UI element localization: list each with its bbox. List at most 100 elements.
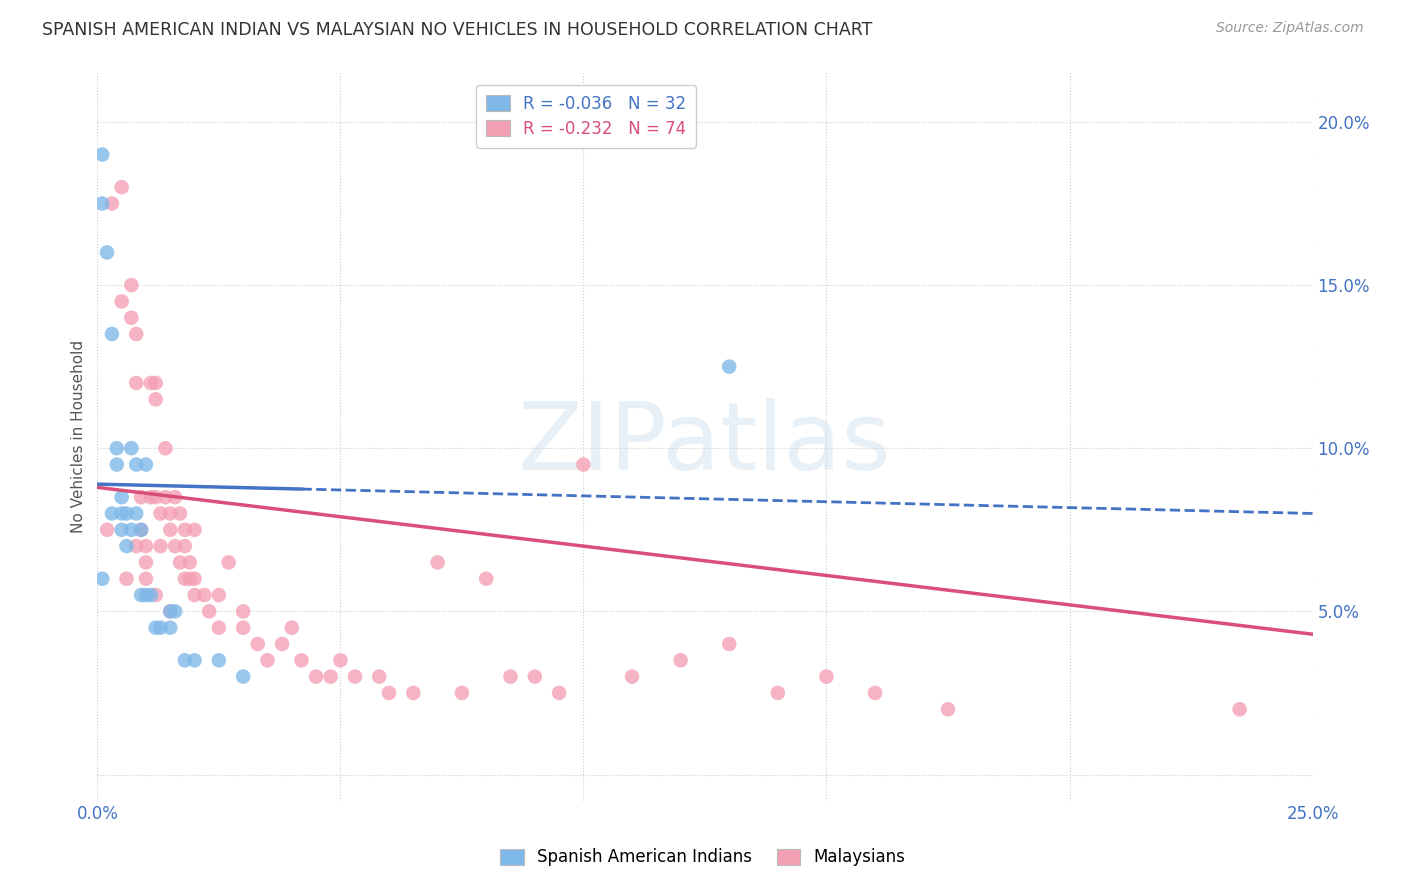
Point <box>451 686 474 700</box>
Point <box>159 621 181 635</box>
Point <box>271 637 294 651</box>
Point <box>115 507 138 521</box>
Point <box>129 588 152 602</box>
Point <box>91 196 114 211</box>
Point <box>169 507 191 521</box>
Point <box>111 523 134 537</box>
Point <box>155 490 177 504</box>
Point <box>718 359 741 374</box>
Point <box>111 294 134 309</box>
Point <box>232 621 254 635</box>
Point <box>183 523 205 537</box>
Point <box>169 556 191 570</box>
Point <box>96 245 118 260</box>
Point <box>669 653 692 667</box>
Point <box>165 539 187 553</box>
Point <box>101 196 124 211</box>
Point <box>426 556 449 570</box>
Point <box>139 376 162 390</box>
Point <box>173 539 195 553</box>
Text: Source: ZipAtlas.com: Source: ZipAtlas.com <box>1216 21 1364 35</box>
Point <box>145 621 167 635</box>
Point <box>165 490 187 504</box>
Text: ZIPatlas: ZIPatlas <box>519 398 891 490</box>
Point <box>378 686 401 700</box>
Point <box>183 572 205 586</box>
Point <box>173 572 195 586</box>
Point <box>149 507 172 521</box>
Point <box>120 278 142 293</box>
Point <box>120 310 142 325</box>
Point <box>368 670 391 684</box>
Point <box>139 490 162 504</box>
Point <box>91 147 114 161</box>
Point <box>218 556 240 570</box>
Point <box>135 588 157 602</box>
Point <box>101 326 124 341</box>
Point <box>105 441 128 455</box>
Point <box>159 604 181 618</box>
Point <box>115 539 138 553</box>
Point <box>183 588 205 602</box>
Point <box>111 507 134 521</box>
Point <box>183 653 205 667</box>
Point <box>475 572 498 586</box>
Point <box>125 507 148 521</box>
Point <box>290 653 312 667</box>
Point <box>523 670 546 684</box>
Point <box>91 572 114 586</box>
Point <box>111 180 134 194</box>
Point <box>129 523 152 537</box>
Point <box>718 637 741 651</box>
Legend: R = -0.036   N = 32, R = -0.232   N = 74: R = -0.036 N = 32, R = -0.232 N = 74 <box>477 85 696 147</box>
Point <box>159 507 181 521</box>
Point <box>499 670 522 684</box>
Point <box>193 588 215 602</box>
Point <box>125 458 148 472</box>
Point <box>281 621 304 635</box>
Point <box>572 458 595 472</box>
Point <box>208 621 231 635</box>
Point <box>621 670 644 684</box>
Point <box>246 637 269 651</box>
Point <box>135 539 157 553</box>
Point <box>179 572 201 586</box>
Point <box>135 572 157 586</box>
Point <box>815 670 838 684</box>
Point <box>936 702 959 716</box>
Point <box>1229 702 1251 716</box>
Point <box>173 523 195 537</box>
Point <box>165 604 187 618</box>
Point <box>135 556 157 570</box>
Point <box>548 686 571 700</box>
Point <box>319 670 342 684</box>
Point <box>208 653 231 667</box>
Point <box>149 539 172 553</box>
Point <box>125 326 148 341</box>
Point <box>111 490 134 504</box>
Point <box>155 441 177 455</box>
Point <box>145 588 167 602</box>
Point <box>198 604 221 618</box>
Y-axis label: No Vehicles in Household: No Vehicles in Household <box>72 340 86 533</box>
Point <box>343 670 366 684</box>
Text: SPANISH AMERICAN INDIAN VS MALAYSIAN NO VEHICLES IN HOUSEHOLD CORRELATION CHART: SPANISH AMERICAN INDIAN VS MALAYSIAN NO … <box>42 21 873 38</box>
Point <box>329 653 352 667</box>
Point <box>256 653 278 667</box>
Point <box>135 458 157 472</box>
Point <box>120 441 142 455</box>
Point <box>305 670 328 684</box>
Point <box>173 653 195 667</box>
Point <box>232 604 254 618</box>
Point <box>125 539 148 553</box>
Point <box>105 458 128 472</box>
Point <box>129 490 152 504</box>
Point <box>159 523 181 537</box>
Point <box>115 572 138 586</box>
Point <box>101 507 124 521</box>
Point <box>149 621 172 635</box>
Point <box>120 523 142 537</box>
Point <box>766 686 789 700</box>
Point <box>129 523 152 537</box>
Point <box>145 392 167 407</box>
